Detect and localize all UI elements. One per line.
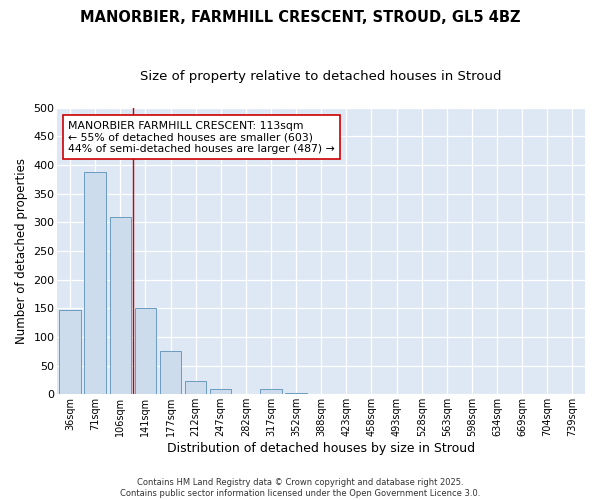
Bar xyxy=(260,388,281,394)
Bar xyxy=(185,381,206,394)
Bar xyxy=(160,352,181,395)
Title: Size of property relative to detached houses in Stroud: Size of property relative to detached ho… xyxy=(140,70,502,83)
Text: MANORBIER, FARMHILL CRESCENT, STROUD, GL5 4BZ: MANORBIER, FARMHILL CRESCENT, STROUD, GL… xyxy=(80,10,520,25)
Bar xyxy=(286,393,307,394)
Text: Contains HM Land Registry data © Crown copyright and database right 2025.
Contai: Contains HM Land Registry data © Crown c… xyxy=(120,478,480,498)
Bar xyxy=(110,216,131,394)
Bar xyxy=(210,388,232,394)
Y-axis label: Number of detached properties: Number of detached properties xyxy=(15,158,28,344)
Text: MANORBIER FARMHILL CRESCENT: 113sqm
← 55% of detached houses are smaller (603)
4: MANORBIER FARMHILL CRESCENT: 113sqm ← 55… xyxy=(68,120,335,154)
X-axis label: Distribution of detached houses by size in Stroud: Distribution of detached houses by size … xyxy=(167,442,475,455)
Bar xyxy=(59,310,80,394)
Bar xyxy=(85,172,106,394)
Bar xyxy=(135,308,156,394)
